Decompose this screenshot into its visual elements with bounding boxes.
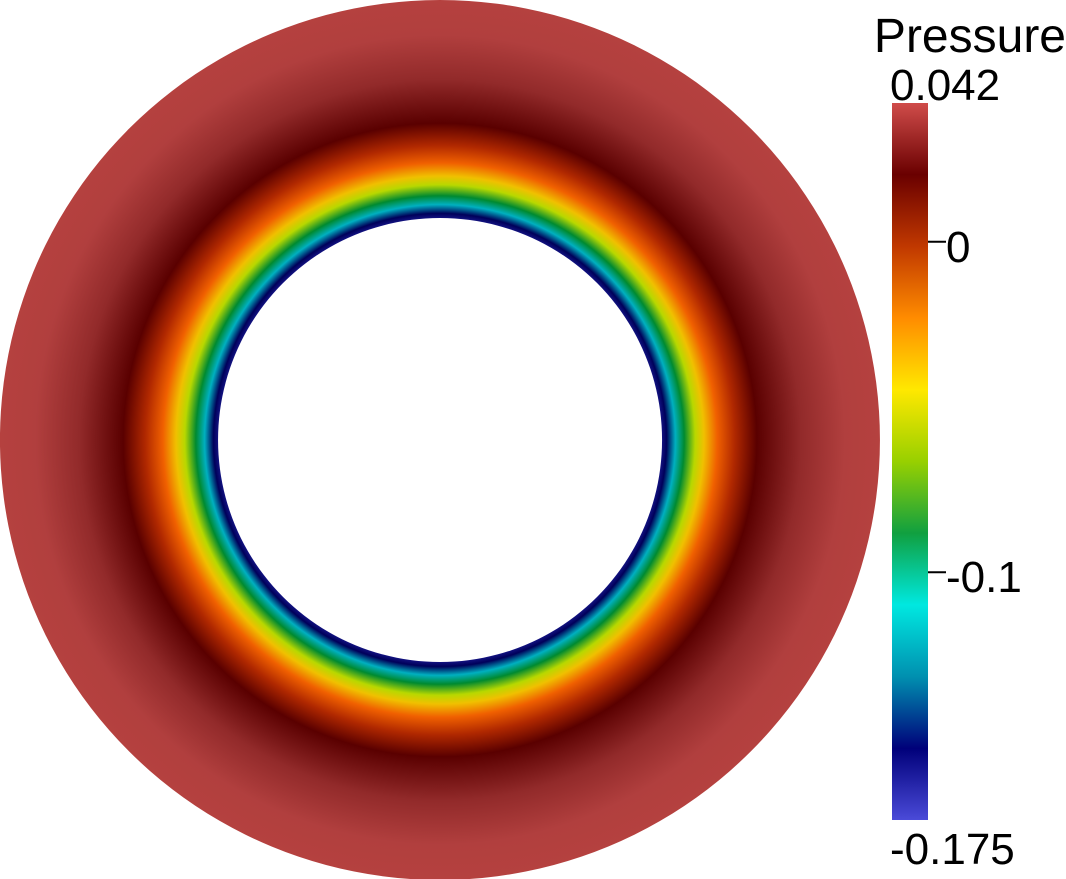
colorbar-title: Pressure bbox=[874, 10, 1066, 63]
colorbar-min-label: -0.175 bbox=[890, 825, 1015, 874]
colorbar bbox=[892, 103, 928, 820]
tick-label: 0 bbox=[946, 223, 970, 272]
tick-label: -0.1 bbox=[946, 553, 1022, 602]
colorbar-max-label: 0.042 bbox=[890, 61, 1000, 110]
pressure-field bbox=[0, 0, 880, 879]
